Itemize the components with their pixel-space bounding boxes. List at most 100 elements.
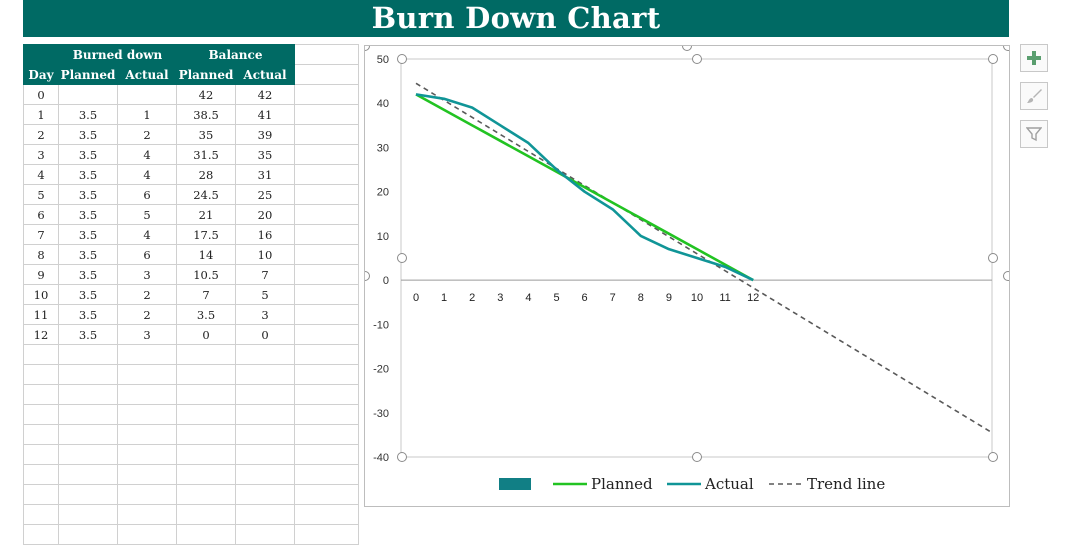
empty-cell[interactable]	[58, 364, 118, 385]
table-cell[interactable]: 3.5	[58, 164, 118, 185]
empty-cell[interactable]	[23, 424, 59, 445]
empty-cell[interactable]	[294, 164, 359, 185]
table-cell[interactable]: 6	[23, 204, 59, 225]
table-cell[interactable]: 2	[117, 284, 177, 305]
empty-cell[interactable]	[58, 424, 118, 445]
empty-cell[interactable]	[235, 364, 295, 385]
empty-cell[interactable]	[117, 504, 177, 525]
empty-cell[interactable]	[58, 504, 118, 525]
table-cell[interactable]: 31.5	[176, 144, 236, 165]
table-cell[interactable]: 3.5	[58, 264, 118, 285]
table-cell[interactable]: 3.5	[58, 244, 118, 265]
table-cell[interactable]: 2	[117, 304, 177, 325]
empty-cell[interactable]	[235, 444, 295, 465]
empty-cell[interactable]	[117, 404, 177, 425]
empty-cell[interactable]	[294, 424, 359, 445]
table-cell[interactable]: 5	[235, 284, 295, 305]
empty-cell[interactable]	[23, 404, 59, 425]
chart-styles-button[interactable]	[1020, 82, 1048, 110]
empty-cell[interactable]	[58, 464, 118, 485]
empty-cell[interactable]	[58, 484, 118, 505]
empty-cell[interactable]	[294, 344, 359, 365]
empty-cell[interactable]	[23, 344, 59, 365]
table-cell[interactable]: 28	[176, 164, 236, 185]
table-cell[interactable]: 2	[117, 124, 177, 145]
empty-cell[interactable]	[294, 364, 359, 385]
empty-cell[interactable]	[23, 444, 59, 465]
table-cell[interactable]: 21	[176, 204, 236, 225]
empty-cell[interactable]	[58, 404, 118, 425]
empty-cell[interactable]	[294, 44, 359, 65]
table-cell[interactable]: 35	[176, 124, 236, 145]
table-cell[interactable]: 3.5	[58, 144, 118, 165]
empty-cell[interactable]	[235, 424, 295, 445]
table-cell[interactable]: 39	[235, 124, 295, 145]
empty-cell[interactable]	[23, 464, 59, 485]
empty-cell[interactable]	[58, 384, 118, 405]
table-cell[interactable]: 38.5	[176, 104, 236, 125]
table-cell[interactable]: 17.5	[176, 224, 236, 245]
table-cell[interactable]: 3.5	[176, 304, 236, 325]
table-cell[interactable]: 25	[235, 184, 295, 205]
table-cell[interactable]: 42	[176, 84, 236, 105]
empty-cell[interactable]	[294, 304, 359, 325]
empty-cell[interactable]	[235, 504, 295, 525]
empty-cell[interactable]	[294, 444, 359, 465]
table-cell[interactable]: 41	[235, 104, 295, 125]
empty-cell[interactable]	[294, 384, 359, 405]
table-cell[interactable]: 12	[23, 324, 59, 345]
table-cell[interactable]: 8	[23, 244, 59, 265]
empty-cell[interactable]	[294, 64, 359, 85]
empty-cell[interactable]	[294, 464, 359, 485]
empty-cell[interactable]	[294, 124, 359, 145]
empty-cell[interactable]	[117, 384, 177, 405]
empty-cell[interactable]	[58, 444, 118, 465]
table-cell[interactable]: 3.5	[58, 124, 118, 145]
table-cell[interactable]: 1	[117, 104, 177, 125]
empty-cell[interactable]	[117, 364, 177, 385]
empty-cell[interactable]	[117, 344, 177, 365]
empty-cell[interactable]	[294, 484, 359, 505]
chart-elements-button[interactable]	[1020, 44, 1048, 72]
empty-cell[interactable]	[23, 484, 59, 505]
chart-area[interactable]: 50 40 30 20 10 0 -10 -20 -30 -40 0 1 2 3 4 5 6 7 8 9 10 11 12 P…	[364, 45, 1010, 507]
table-cell[interactable]: 3	[235, 304, 295, 325]
table-cell[interactable]: 3	[23, 144, 59, 165]
empty-cell[interactable]	[176, 404, 236, 425]
empty-cell[interactable]	[294, 244, 359, 265]
empty-cell[interactable]	[294, 324, 359, 345]
table-cell[interactable]: 3.5	[58, 284, 118, 305]
empty-cell[interactable]	[117, 484, 177, 505]
table-cell[interactable]: 7	[235, 264, 295, 285]
table-cell[interactable]: 1	[23, 104, 59, 125]
empty-cell[interactable]	[294, 84, 359, 105]
table-cell[interactable]: 20	[235, 204, 295, 225]
table-cell[interactable]: 35	[235, 144, 295, 165]
empty-cell[interactable]	[58, 344, 118, 365]
empty-cell[interactable]	[294, 524, 359, 545]
table-cell[interactable]: 3.5	[58, 184, 118, 205]
chart-filters-button[interactable]	[1020, 120, 1048, 148]
table-cell[interactable]: 42	[235, 84, 295, 105]
table-cell[interactable]: 3.5	[58, 204, 118, 225]
empty-cell[interactable]	[294, 144, 359, 165]
table-cell[interactable]: 0	[23, 84, 59, 105]
empty-cell[interactable]	[294, 404, 359, 425]
table-cell[interactable]: 9	[23, 264, 59, 285]
empty-cell[interactable]	[176, 444, 236, 465]
empty-cell[interactable]	[235, 384, 295, 405]
table-cell[interactable]: 3.5	[58, 324, 118, 345]
table-cell[interactable]: 0	[235, 324, 295, 345]
table-cell[interactable]: 4	[23, 164, 59, 185]
empty-cell[interactable]	[235, 484, 295, 505]
empty-cell[interactable]	[23, 364, 59, 385]
table-cell[interactable]: 7	[23, 224, 59, 245]
table-cell[interactable]: 14	[176, 244, 236, 265]
table-cell[interactable]: 3	[117, 324, 177, 345]
empty-cell[interactable]	[176, 364, 236, 385]
empty-cell[interactable]	[117, 444, 177, 465]
table-cell[interactable]: 4	[117, 164, 177, 185]
empty-cell[interactable]	[235, 464, 295, 485]
empty-cell[interactable]	[294, 204, 359, 225]
empty-cell[interactable]	[23, 384, 59, 405]
